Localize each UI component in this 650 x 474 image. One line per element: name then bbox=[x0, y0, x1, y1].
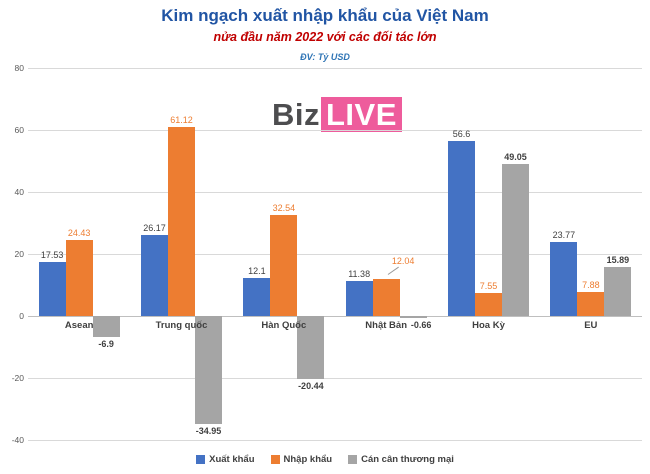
value-label: -34.95 bbox=[195, 426, 222, 437]
value-label: -0.66 bbox=[410, 320, 432, 331]
y-axis-tick-label: -40 bbox=[11, 435, 24, 445]
gridline bbox=[28, 130, 642, 131]
value-label: 12.1 bbox=[248, 266, 266, 277]
label-leader-line bbox=[387, 266, 400, 275]
value-label: 12.04 bbox=[391, 255, 415, 266]
category-label-Nhật Bản: Nhật Bản bbox=[365, 320, 407, 331]
legend-swatch-trade-balance bbox=[348, 455, 358, 464]
chart-subtitle: nửa đầu năm 2022 với các đối tác lớn bbox=[213, 30, 437, 44]
bar-Nhập khẩu-Nhật Bản bbox=[372, 278, 400, 316]
gridline bbox=[28, 378, 642, 379]
value-label: 24.43 bbox=[67, 228, 91, 239]
chart-title: Kim ngạch xuất nhập khẩu của Việt Nam bbox=[161, 6, 489, 25]
value-label: 15.89 bbox=[606, 254, 630, 265]
unit-label: ĐV: Tỷ USD bbox=[300, 52, 350, 62]
value-label: 49.05 bbox=[504, 151, 527, 162]
legend-item-imports: Nhập khẩu bbox=[270, 454, 333, 465]
value-label: 17.53 bbox=[40, 249, 64, 260]
bar-Cán cân thương mại-Asean bbox=[92, 316, 120, 338]
gridline bbox=[28, 192, 642, 193]
y-axis-tick-label: -20 bbox=[11, 373, 24, 383]
y-axis-tick-label: 20 bbox=[14, 249, 24, 259]
category-label-EU: EU bbox=[584, 320, 598, 331]
bar-Xuất khẩu-Asean bbox=[38, 261, 66, 316]
zero-gridline bbox=[28, 316, 642, 317]
value-label: -20.44 bbox=[298, 381, 324, 392]
gridline bbox=[28, 254, 642, 255]
value-label: 56.6 bbox=[452, 128, 471, 139]
category-label-Hàn Quốc: Hàn Quốc bbox=[261, 320, 307, 331]
y-axis-tick-label: 80 bbox=[14, 63, 24, 73]
plot-area: 80 60 40 20 0 -20 -40 17.53 26.17 12.1 11.38 56.6 23… bbox=[12, 63, 642, 445]
bar-Cán cân thương mại-EU bbox=[604, 266, 632, 316]
bar-Cán cân thương mại-Nhật Bản bbox=[399, 316, 427, 319]
bizlive-logo: Biz LIVE bbox=[272, 96, 402, 134]
value-label: 7.88 bbox=[582, 279, 600, 290]
bar-Xuất khẩu-Nhật Bản bbox=[345, 280, 373, 316]
gridline bbox=[28, 440, 642, 441]
bar-Cán cân thương mại-Hàn Quốc bbox=[297, 316, 325, 380]
category-label-Hoa Kỳ: Hoa Kỳ bbox=[472, 320, 505, 331]
bar-Nhập khẩu-Hàn Quốc bbox=[270, 215, 298, 316]
category-label-Trung quốc: Trung quốc bbox=[155, 320, 208, 331]
bar-Cán cân thương mại-Hoa Kỳ bbox=[502, 163, 529, 316]
gridline bbox=[28, 68, 642, 69]
bar-Xuất khẩu-Hàn Quốc bbox=[243, 278, 271, 316]
value-label: -6.9 bbox=[98, 339, 114, 350]
y-axis-tick-label: 60 bbox=[14, 125, 24, 135]
value-label: 23.77 bbox=[552, 230, 576, 241]
bar-Cán cân thương mại-Trung quốc bbox=[195, 316, 222, 425]
value-label: 32.54 bbox=[272, 203, 296, 214]
legend-label-imports: Nhập khẩu bbox=[283, 454, 333, 465]
bar-Nhập khẩu-Asean bbox=[65, 240, 93, 316]
y-axis-tick-label: 0 bbox=[19, 311, 24, 321]
legend-label-exports: Xuất khẩu bbox=[209, 454, 255, 465]
bar-Xuất khẩu-Hoa Kỳ bbox=[448, 140, 475, 316]
legend-swatch-exports bbox=[196, 455, 206, 464]
bar-Nhập khẩu-Trung quốc bbox=[168, 126, 195, 316]
legend-item-trade-balance: Cán cân thương mại bbox=[348, 454, 454, 465]
value-label: 11.38 bbox=[348, 268, 371, 279]
legend: Xuất khẩu Nhập khẩu Cán cân thương mại bbox=[0, 454, 650, 465]
legend-label-trade-balance: Cán cân thương mại bbox=[361, 454, 454, 465]
value-label: 7.55 bbox=[479, 280, 498, 291]
value-label: 26.17 bbox=[143, 222, 166, 233]
legend-swatch-imports bbox=[270, 455, 280, 464]
bar-Nhập khẩu-EU bbox=[577, 291, 605, 316]
y-axis-tick-label: 40 bbox=[14, 187, 24, 197]
bar-Xuất khẩu-EU bbox=[550, 242, 578, 316]
logo-text-live: LIVE bbox=[321, 97, 402, 132]
value-label: 61.12 bbox=[170, 114, 193, 125]
bar-Xuất khẩu-Trung quốc bbox=[141, 234, 168, 316]
logo-text-biz: Biz bbox=[272, 97, 320, 132]
legend-item-exports: Xuất khẩu bbox=[196, 454, 255, 465]
bar-Nhập khẩu-Hoa Kỳ bbox=[475, 292, 502, 316]
category-label-Asean: Asean bbox=[64, 320, 94, 331]
